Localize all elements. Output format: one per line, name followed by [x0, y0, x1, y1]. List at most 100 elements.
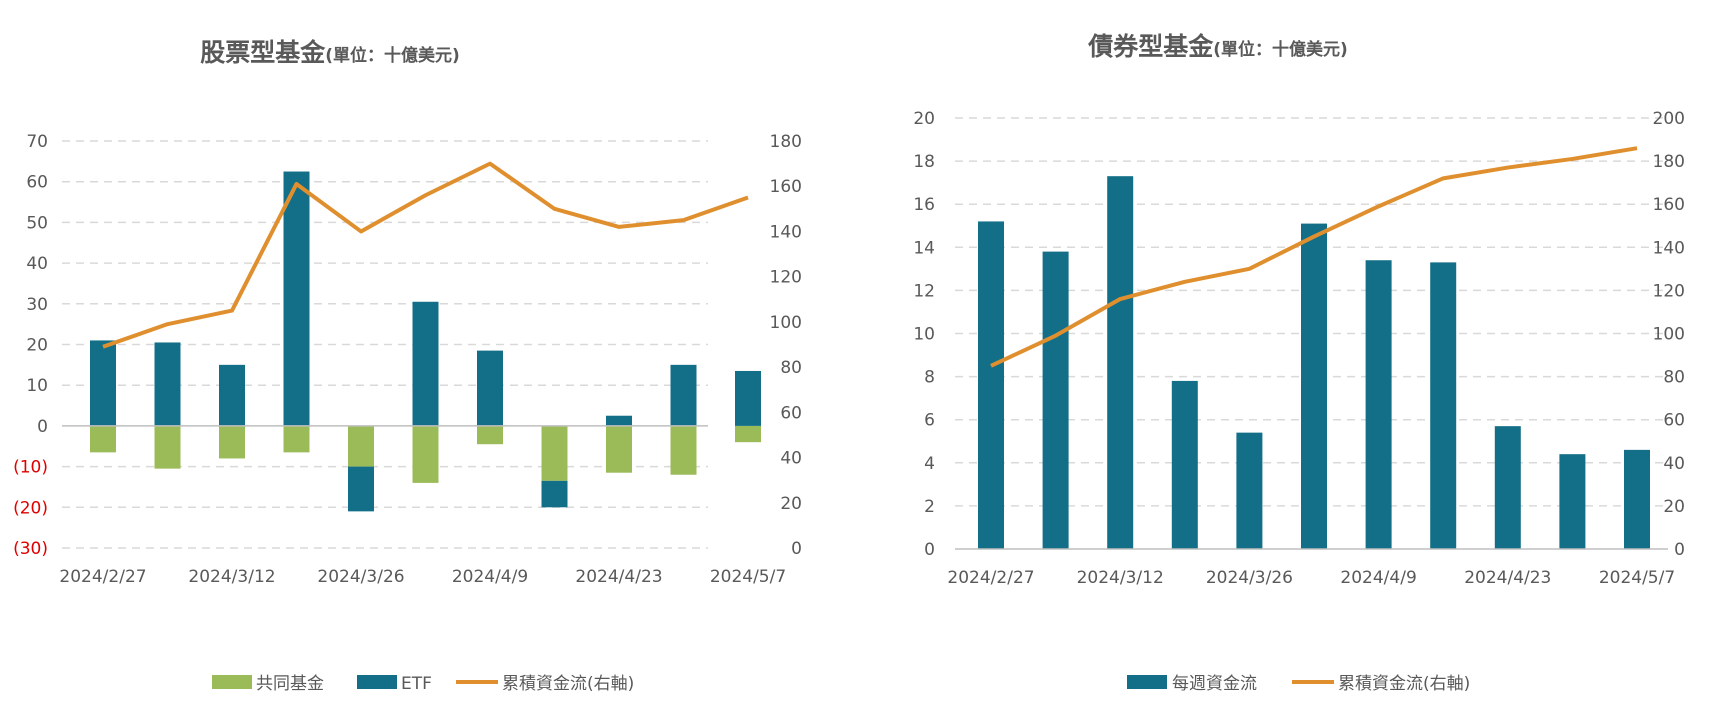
- weekly-flow-bar: [1494, 426, 1521, 549]
- equity-cumulative-line: [102, 161, 749, 349]
- legend-label-etf: ETF: [401, 674, 432, 694]
- x-axis-tick-label: 2024/3/12: [1077, 568, 1164, 588]
- weekly-flow-bar: [1624, 449, 1650, 549]
- x-axis-tick-label: 2024/2/27: [947, 568, 1034, 588]
- mutual-fund-bar: [477, 425, 503, 445]
- weekly-flow-bar: [1107, 176, 1134, 549]
- left-axis-tick-label: 6: [924, 411, 935, 431]
- left-axis-tick-label: 10: [26, 376, 48, 396]
- right-axis-tick-label: 40: [780, 449, 802, 469]
- mutual-fund-bar: [154, 425, 181, 469]
- right-axis-tick-label: 120: [770, 268, 802, 288]
- left-axis-tick-label: 30: [26, 295, 48, 315]
- x-axis-tick-label: 2024/4/23: [1464, 568, 1551, 588]
- legend-label-mutual-fund: 共同基金: [256, 674, 324, 694]
- etf-bar: [606, 415, 632, 426]
- x-axis-tick-label: 2024/5/7: [1599, 568, 1675, 588]
- x-axis-tick-label: 2024/3/26: [317, 567, 404, 587]
- weekly-flow-bar: [1559, 454, 1586, 549]
- x-axis-tick-label: 2024/2/27: [59, 567, 146, 587]
- equity-right-axis-ticks: 180 160 140 120 100 80 60 40 20 0: [770, 132, 802, 559]
- mutual-fund-bar: [412, 425, 439, 483]
- mutual-fund-bar: [541, 425, 568, 481]
- right-axis-tick-label: 120: [1653, 281, 1685, 301]
- right-axis-tick-label: 20: [780, 494, 802, 514]
- equity-legend: 共同基金 ETF 累積資金流(右軸): [212, 674, 634, 694]
- left-axis-tick-label: 70: [26, 132, 48, 152]
- equity-bars: [90, 171, 761, 512]
- left-axis-tick-label: 60: [26, 173, 48, 193]
- etf-bar: [541, 480, 568, 508]
- right-axis-tick-label: 180: [770, 132, 802, 152]
- legend-swatch-weekly-flow: [1127, 675, 1167, 689]
- left-axis-tick-label: (10): [13, 458, 48, 478]
- bond-chart-title: 債券型基金: [1087, 32, 1214, 61]
- mutual-fund-bar: [606, 425, 632, 473]
- mutual-fund-bar: [219, 425, 245, 459]
- left-axis-tick-label: 40: [26, 254, 48, 274]
- right-axis-tick-label: 180: [1653, 152, 1685, 172]
- left-axis-tick-label: 0: [924, 540, 935, 560]
- left-axis-tick-label: 50: [26, 213, 48, 233]
- left-axis-tick-label: 10: [913, 325, 935, 345]
- mutual-fund-bar: [670, 425, 697, 475]
- right-axis-tick-label: 200: [1653, 109, 1685, 129]
- bond-cumulative-line: [990, 146, 1638, 368]
- right-axis-tick-label: 140: [770, 222, 802, 242]
- left-axis-tick-label: (20): [13, 498, 48, 518]
- svg-text:股票型基金(單位：十億美元): 股票型基金(單位：十億美元): [200, 38, 460, 67]
- x-axis-tick-label: 2024/4/9: [452, 567, 528, 587]
- weekly-flow-bar: [978, 221, 1004, 549]
- left-axis-tick-label: (30): [13, 539, 48, 559]
- etf-bar: [477, 350, 503, 426]
- left-axis-tick-label: 18: [913, 152, 935, 172]
- etf-bar: [154, 342, 181, 426]
- left-axis-tick-label: 0: [37, 417, 48, 437]
- equity-x-axis-ticks: 2024/2/27 2024/3/12 2024/3/26 2024/4/9 2024/…: [59, 567, 786, 587]
- right-axis-tick-label: 80: [1663, 368, 1685, 388]
- bond-x-axis-ticks: 2024/2/27 2024/3/12 2024/3/26 2024/4/9 2024/…: [947, 568, 1675, 588]
- etf-bar: [412, 301, 439, 426]
- left-axis-tick-label: 16: [913, 195, 935, 215]
- x-axis-tick-label: 2024/4/23: [575, 567, 662, 587]
- etf-bar: [670, 364, 697, 426]
- left-axis-tick-label: 12: [913, 281, 935, 301]
- right-axis-tick-label: 140: [1653, 238, 1685, 258]
- cumulative-flow-line: [990, 146, 1638, 368]
- left-axis-tick-label: 4: [924, 454, 935, 474]
- right-axis-tick-label: 0: [1674, 540, 1685, 560]
- bond-legend: 每週資金流 累積資金流(右軸): [1127, 674, 1470, 694]
- svg-text:債券型基金(單位：十億美元): 債券型基金(單位：十億美元): [1087, 32, 1348, 61]
- legend-swatch-mutual-fund: [212, 675, 252, 689]
- etf-bar: [735, 370, 761, 426]
- right-axis-tick-label: 20: [1663, 497, 1685, 517]
- left-axis-tick-label: 2: [924, 497, 935, 517]
- equity-gridlines: [62, 140, 708, 549]
- x-axis-tick-label: 2024/5/7: [710, 567, 786, 587]
- weekly-flow-bar: [1430, 262, 1457, 549]
- etf-bar: [283, 171, 310, 426]
- right-axis-tick-label: 100: [770, 313, 802, 333]
- left-axis-tick-label: 20: [913, 109, 935, 129]
- x-axis-tick-label: 2024/4/9: [1340, 568, 1416, 588]
- left-axis-tick-label: 8: [924, 368, 935, 388]
- equity-chart-subtitle: (單位：十億美元): [325, 45, 460, 66]
- weekly-flow-bar: [1301, 223, 1327, 549]
- right-axis-tick-label: 40: [1663, 454, 1685, 474]
- weekly-flow-bar: [1171, 380, 1198, 549]
- left-axis-tick-label: 14: [913, 238, 935, 258]
- weekly-flow-bar: [1365, 260, 1392, 549]
- equity-left-axis-ticks: 70 60 50 40 30 20 10 0 (10) (20) (30): [13, 132, 48, 559]
- etf-bar: [219, 364, 245, 426]
- right-axis-tick-label: 0: [791, 539, 802, 559]
- left-axis-tick-label: 20: [26, 336, 48, 356]
- etf-bar: [348, 466, 374, 512]
- cumulative-flow-line: [102, 161, 749, 349]
- mutual-fund-bar: [283, 425, 310, 453]
- weekly-flow-bar: [1236, 432, 1263, 549]
- equity-chart-title: 股票型基金: [200, 38, 326, 67]
